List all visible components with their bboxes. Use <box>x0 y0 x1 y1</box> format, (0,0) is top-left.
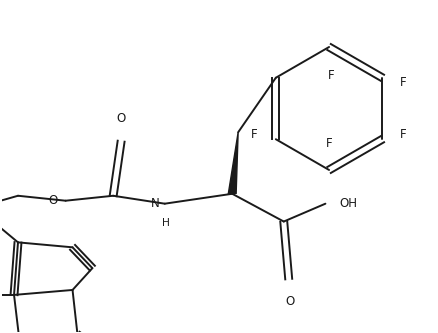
Text: F: F <box>400 76 407 89</box>
Text: F: F <box>328 69 334 82</box>
Text: F: F <box>326 137 332 150</box>
Text: OH: OH <box>339 197 357 210</box>
Text: O: O <box>117 112 126 125</box>
Text: H: H <box>162 217 170 227</box>
Text: O: O <box>49 194 58 207</box>
Text: O: O <box>285 295 294 308</box>
Text: F: F <box>400 128 407 141</box>
Polygon shape <box>228 132 238 194</box>
Text: F: F <box>251 128 258 141</box>
Text: N: N <box>151 197 160 210</box>
